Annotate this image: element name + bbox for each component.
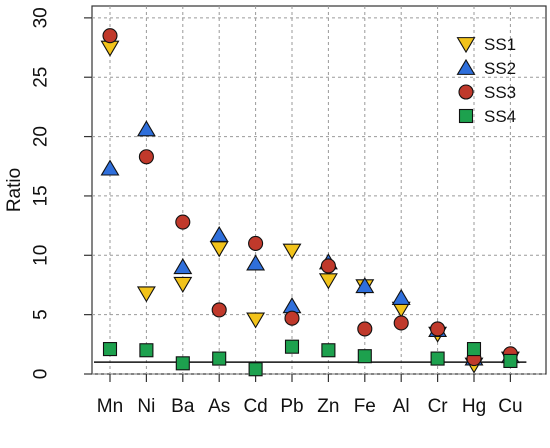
axes: 0 5 10 15 20 25 30 Mn Ni Ba As Cd Pb Zn Fe Al Cr Hg Cu: [31, 7, 523, 417]
data-point-ss3: [138, 149, 154, 165]
plot-area: [91, 5, 547, 375]
data-marks: [100, 28, 520, 377]
data-point-ss3: [102, 28, 118, 44]
data-point-ss3: [393, 315, 409, 331]
x-tick-label: Ni: [137, 396, 155, 417]
data-point-ss1: [173, 276, 193, 293]
data-point-ss4: [248, 362, 263, 377]
legend-label-ss4: SS4: [484, 107, 516, 126]
data-point-ss4: [321, 343, 336, 358]
y-tick-label: 30: [31, 7, 52, 28]
data-point-ss3: [430, 321, 446, 337]
data-point-ss3: [211, 302, 227, 318]
legend-label-ss3: SS3: [484, 83, 516, 102]
x-tick-label: Zn: [317, 396, 339, 417]
x-tick-label: Ba: [171, 396, 195, 417]
x-tick-label: Fe: [354, 396, 376, 417]
data-point-ss2: [246, 254, 266, 271]
data-point-ss4: [139, 343, 154, 358]
data-point-ss1: [136, 286, 156, 303]
legend-marker-ss1: [456, 37, 476, 54]
data-point-ss1: [246, 312, 266, 329]
y-tick-label: 10: [31, 245, 52, 266]
data-point-ss1: [318, 273, 338, 290]
data-point-ss4: [102, 342, 118, 357]
data-point-ss4: [175, 356, 190, 371]
y-tick-label: 15: [31, 185, 52, 206]
y-tick-label: 0: [31, 369, 52, 380]
data-point-ss4: [212, 351, 227, 366]
data-point-ss4: [466, 342, 482, 357]
legend-marker-ss2: [456, 58, 476, 75]
legend-label-ss1: SS1: [484, 35, 516, 54]
y-tick-label: 25: [31, 67, 52, 88]
data-point-ss2: [391, 288, 411, 305]
legend-label-ss2: SS2: [484, 59, 516, 78]
x-tick-label: Cu: [498, 396, 522, 417]
data-point-ss2: [136, 120, 156, 137]
x-tick-label: As: [208, 396, 230, 417]
x-tick-label: Hg: [462, 396, 486, 417]
x-tick-label: Al: [393, 396, 410, 417]
data-point-ss3: [175, 214, 191, 230]
data-point-ss3: [284, 310, 300, 326]
data-point-ss4: [503, 353, 518, 368]
data-point-ss3: [357, 321, 373, 337]
data-point-ss4: [284, 339, 300, 354]
data-point-ss2: [355, 276, 375, 294]
data-point-ss1: [282, 243, 302, 260]
x-tick-label: Cr: [428, 396, 449, 417]
x-tick-label: Cd: [243, 396, 267, 417]
data-point-ss2: [173, 258, 193, 275]
y-axis-label: Ratio: [4, 168, 25, 212]
x-tick-label: Mn: [97, 396, 123, 417]
data-point-ss3: [248, 235, 264, 251]
data-point-ss2: [209, 225, 229, 243]
y-tick-label: 20: [31, 126, 52, 147]
data-point-ss4: [430, 351, 445, 366]
legend-marker-ss3: [458, 84, 474, 100]
data-point-ss2: [100, 159, 120, 176]
data-point-ss4: [357, 349, 372, 364]
x-tick-label: Pb: [280, 396, 303, 417]
data-point-ss3: [320, 258, 336, 274]
legend: SS1 SS2 SS3 SS4: [456, 35, 516, 126]
y-tick-label: 5: [31, 309, 52, 320]
legend-marker-ss4: [458, 108, 474, 124]
